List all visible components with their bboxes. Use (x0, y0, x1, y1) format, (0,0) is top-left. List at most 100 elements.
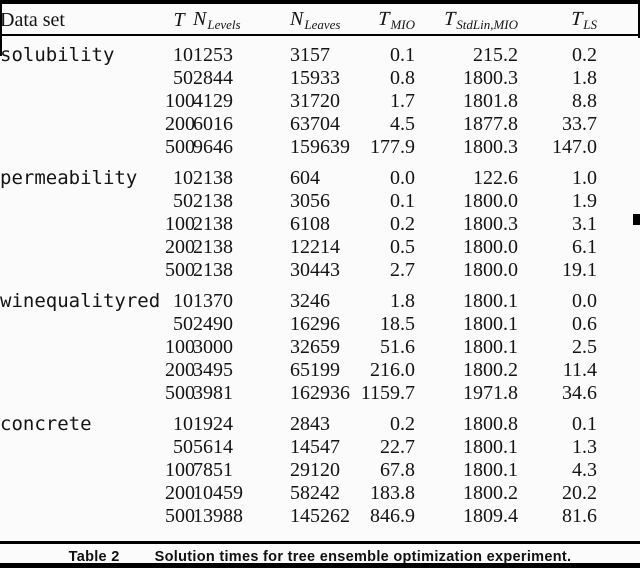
value-cell: 29120 (290, 459, 340, 481)
table-row: 200 10459 58242 183.8 1800.2 20.2 (0, 482, 597, 505)
dataset-group-winequalityred: winequalityred 10 1370 3246 1.8 1800.1 0.0 50 24… (0, 282, 597, 405)
value-cell: 3981 (193, 382, 233, 404)
value-cell: 8.8 (572, 90, 597, 112)
dataset-name-cell (0, 459, 165, 482)
value-cell: 16296 (290, 313, 340, 335)
value-cell: 1800.1 (463, 290, 518, 312)
dataset-name-cell (0, 336, 165, 359)
value-cell: 200 (165, 482, 195, 504)
value-cell: 1800.1 (463, 459, 518, 481)
dataset-group-solubility: solubility 10 1253 3157 0.1 215.2 0.2 50 2844 159… (0, 36, 597, 159)
value-cell: 216.0 (370, 359, 415, 381)
dataset-group-permeability: permeability 10 2138 604 0.0 122.6 1.0 50 2138 30… (0, 159, 597, 282)
value-cell: 0.1 (390, 190, 415, 212)
value-cell: 7851 (193, 459, 233, 481)
value-cell: 0.2 (572, 44, 597, 66)
scan-edge-right (638, 0, 640, 38)
value-cell: 1800.2 (463, 482, 518, 504)
value-cell: 31720 (290, 90, 340, 112)
value-cell: 33.7 (562, 113, 597, 135)
value-cell: 0.5 (390, 236, 415, 258)
value-cell: 1800.3 (463, 67, 518, 89)
value-cell: 200 (165, 113, 195, 135)
value-cell: 34.6 (562, 382, 597, 404)
value-cell: 12214 (290, 236, 340, 258)
value-cell: 3246 (290, 290, 330, 312)
value-cell: 67.8 (380, 459, 415, 481)
math-subscript: Leaves (304, 16, 341, 32)
solution-times-table: Data set T NLevels NLeaves TMIO TStdLin,MIO TL… (0, 4, 597, 528)
value-cell: 177.9 (370, 136, 415, 158)
col-header-t-ls: TLS (518, 4, 597, 36)
table-row: 100 4129 31720 1.7 1801.8 8.8 (0, 90, 597, 113)
value-cell: 2843 (290, 413, 330, 435)
value-cell: 1801.8 (463, 90, 518, 112)
value-cell: 162936 (290, 382, 350, 404)
value-cell: 100 (165, 90, 195, 112)
mathcal-symbol: T (570, 7, 584, 30)
value-cell: 200 (165, 359, 195, 381)
header-separator-rule (0, 34, 640, 36)
table-header-row: Data set T NLevels NLeaves TMIO TStdLin,MIO TL… (0, 4, 597, 36)
col-header-n-leaves: NLeaves (290, 4, 357, 36)
scan-edge-left (0, 0, 2, 56)
value-cell: 10 (173, 44, 193, 66)
value-cell: 4.5 (390, 113, 415, 135)
value-cell: 1971.8 (463, 382, 518, 404)
value-cell: 10 (173, 167, 193, 189)
mathcal-symbol: T (377, 7, 391, 30)
value-cell: 3495 (193, 359, 233, 381)
value-cell: 2.5 (572, 336, 597, 358)
value-cell: 183.8 (370, 482, 415, 504)
table-caption-label: Table 2 (68, 549, 120, 565)
value-cell: 63704 (290, 113, 340, 135)
value-cell: 1800.0 (463, 236, 518, 258)
value-cell: 6108 (290, 213, 330, 235)
value-cell: 2844 (193, 67, 233, 89)
table-row: 200 3495 65199 216.0 1800.2 11.4 (0, 359, 597, 382)
col-header-n-levels: NLevels (193, 4, 290, 36)
table-row: 500 9646 159639 177.9 1800.3 147.0 (0, 136, 597, 159)
value-cell: 122.6 (473, 167, 518, 189)
table-row: 200 2138 12214 0.5 1800.0 6.1 (0, 236, 597, 259)
value-cell: 4129 (193, 90, 233, 112)
value-cell: 3000 (193, 336, 233, 358)
value-cell: 604 (290, 167, 320, 189)
scan-edge-mark (633, 214, 640, 225)
math-symbol: N (290, 7, 304, 30)
dataset-name-cell (0, 136, 165, 159)
table-row: 50 2844 15933 0.8 1800.3 1.8 (0, 67, 597, 90)
value-cell: 0.1 (390, 44, 415, 66)
table-row: solubility 10 1253 3157 0.1 215.2 0.2 (0, 36, 597, 67)
value-cell: 1809.4 (463, 505, 518, 527)
value-cell: 100 (165, 336, 195, 358)
math-subscript: StdLin,MIO (456, 16, 518, 32)
value-cell: 50 (173, 190, 193, 212)
value-cell: 100 (165, 459, 195, 481)
table-row: 100 7851 29120 67.8 1800.1 4.3 (0, 459, 597, 482)
math-symbol: N (193, 7, 207, 30)
dataset-name-cell (0, 113, 165, 136)
math-symbol: T (173, 8, 185, 31)
value-cell: 50 (173, 67, 193, 89)
table-row: 50 2138 3056 0.1 1800.0 1.9 (0, 190, 597, 213)
value-cell: 19.1 (562, 259, 597, 281)
value-cell: 4.3 (572, 459, 597, 481)
value-cell: 1800.0 (463, 259, 518, 281)
value-cell: 500 (165, 259, 195, 281)
value-cell: 5614 (193, 436, 233, 458)
value-cell: 1370 (193, 290, 233, 312)
value-cell: 1800.3 (463, 136, 518, 158)
value-cell: 51.6 (380, 336, 415, 358)
table-row: concrete 10 1924 2843 0.2 1800.8 0.1 (0, 405, 597, 436)
value-cell: 2138 (193, 236, 233, 258)
value-cell: 1877.8 (463, 113, 518, 135)
table-row: 50 5614 14547 22.7 1800.1 1.3 (0, 436, 597, 459)
math-subscript: LS (583, 16, 597, 32)
value-cell: 1800.0 (463, 190, 518, 212)
value-cell: 20.2 (562, 482, 597, 504)
value-cell: 3.1 (572, 213, 597, 235)
col-header-dataset: Data set (0, 8, 65, 31)
table-row: 500 13988 145262 846.9 1809.4 81.6 (0, 505, 597, 528)
value-cell: 846.9 (370, 505, 415, 527)
